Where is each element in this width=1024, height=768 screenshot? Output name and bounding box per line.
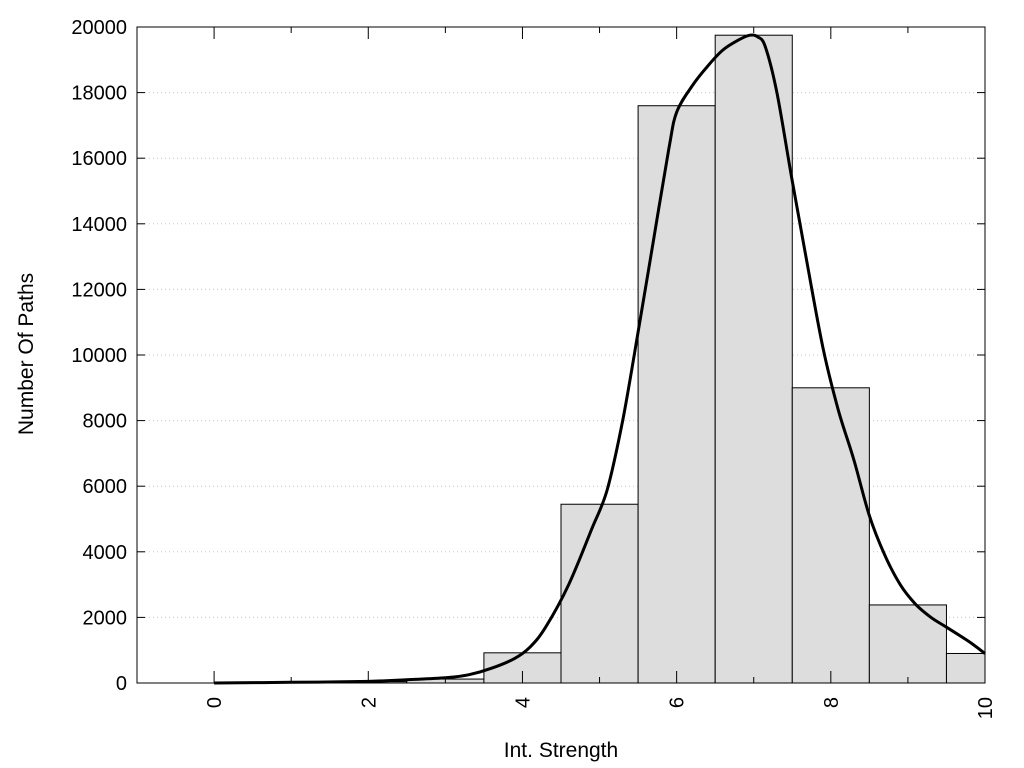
x-tick-label-1: 2 (358, 697, 380, 708)
x-tick-label-4: 8 (821, 697, 843, 708)
y-axis-ticks: 0 2000 4000 6000 8000 10000 12000 14000 16000 180… (71, 17, 985, 695)
y-tick-label-8: 16000 (71, 148, 127, 170)
y-tick-label-6: 12000 (71, 279, 127, 301)
y-axis-label: Number Of Paths (15, 273, 38, 435)
y-tick-label-10: 20000 (71, 17, 127, 39)
x-tick-label-2: 4 (512, 697, 534, 708)
histogram-bar-5 (560, 503, 639, 684)
x-tick-label-5: 10 (975, 697, 997, 719)
y-tick-label-9: 18000 (71, 83, 127, 105)
histogram-bars (329, 34, 986, 684)
y-tick-label-3: 6000 (83, 476, 128, 498)
y-tick-label-0: 0 (116, 673, 127, 695)
histogram-bar-9 (868, 604, 947, 684)
x-tick-label-3: 6 (667, 697, 689, 708)
y-tick-label-5: 10000 (71, 345, 127, 367)
y-tick-label-7: 14000 (71, 214, 127, 236)
histogram-bar-6 (637, 105, 716, 684)
histogram-bar-7 (714, 34, 793, 684)
y-tick-label-2: 4000 (83, 542, 128, 564)
x-axis-ticks: 0 2 4 6 8 10 (204, 27, 997, 719)
x-axis-label: Int. Strength (504, 739, 618, 762)
y-tick-label-1: 2000 (83, 607, 128, 629)
plot-frame (136, 26, 986, 684)
x-tick-label-0: 0 (204, 697, 226, 708)
density-curve (214, 33, 986, 685)
histogram-bar-10 (945, 652, 986, 684)
histogram-bar-8 (791, 387, 870, 684)
y-tick-label-4: 8000 (83, 411, 128, 433)
